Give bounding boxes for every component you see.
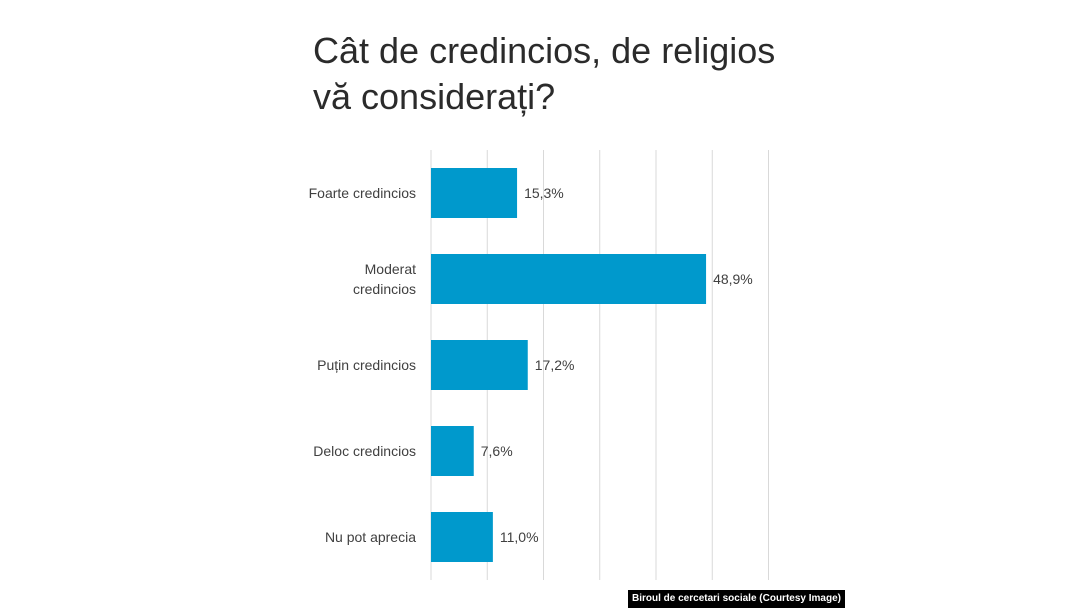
value-label: 48,9% bbox=[713, 271, 753, 287]
category-label: Foarte credincios bbox=[309, 185, 416, 201]
bars bbox=[431, 168, 707, 562]
category-labels: Foarte credincios Moderat credincios Puțin … bbox=[309, 185, 417, 545]
category-label: Puțin credincios bbox=[317, 357, 416, 373]
bar bbox=[431, 168, 518, 218]
bar bbox=[431, 340, 528, 390]
value-label: 11,0% bbox=[500, 529, 539, 545]
category-label: Deloc credincios bbox=[313, 443, 416, 459]
bar bbox=[431, 512, 493, 562]
bar bbox=[431, 426, 474, 476]
value-label: 17,2% bbox=[535, 357, 575, 373]
category-label: Nu pot aprecia bbox=[325, 529, 416, 545]
value-labels: 15,3% 48,9% 17,2% 7,6% 11,0% bbox=[481, 185, 753, 545]
category-label: Moderat credincios bbox=[353, 261, 416, 297]
bar bbox=[431, 254, 707, 304]
value-label: 15,3% bbox=[524, 185, 564, 201]
chart-title: Cât de credincios, de religios vă consid… bbox=[313, 30, 776, 117]
value-label: 7,6% bbox=[481, 443, 513, 459]
image-credit-caption: Biroul de cercetari sociale (Courtesy Im… bbox=[628, 590, 845, 608]
